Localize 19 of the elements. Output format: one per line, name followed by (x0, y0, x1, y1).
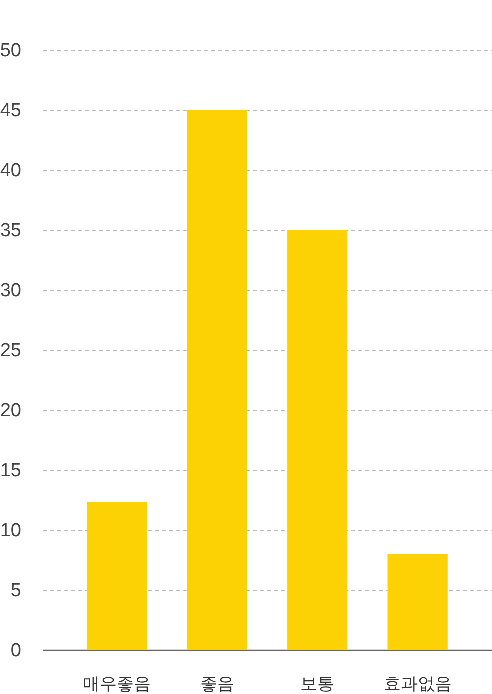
y-tick-label: 50 (0, 40, 22, 62)
y-tick-label: 25 (0, 340, 22, 362)
y-tick-label: 45 (0, 100, 22, 122)
x-tick-label: 효과없음 (384, 674, 452, 694)
bar (288, 230, 348, 650)
bar (388, 554, 448, 650)
bar (187, 110, 248, 650)
y-tick-label: 10 (0, 520, 22, 542)
y-tick-label: 15 (0, 460, 22, 482)
y-tick-label: 0 (10, 640, 22, 662)
x-tick-label: 보통 (300, 674, 335, 694)
y-tick-label: 5 (10, 580, 22, 602)
x-tick-label: 매우좋음 (83, 674, 152, 694)
y-tick-label: 35 (0, 220, 22, 242)
x-tick-label: 좋음 (200, 674, 234, 694)
y-tick-label: 40 (0, 160, 22, 182)
y-tick-label: 30 (0, 280, 22, 302)
bar (87, 502, 148, 650)
y-tick-label: 20 (0, 400, 22, 422)
